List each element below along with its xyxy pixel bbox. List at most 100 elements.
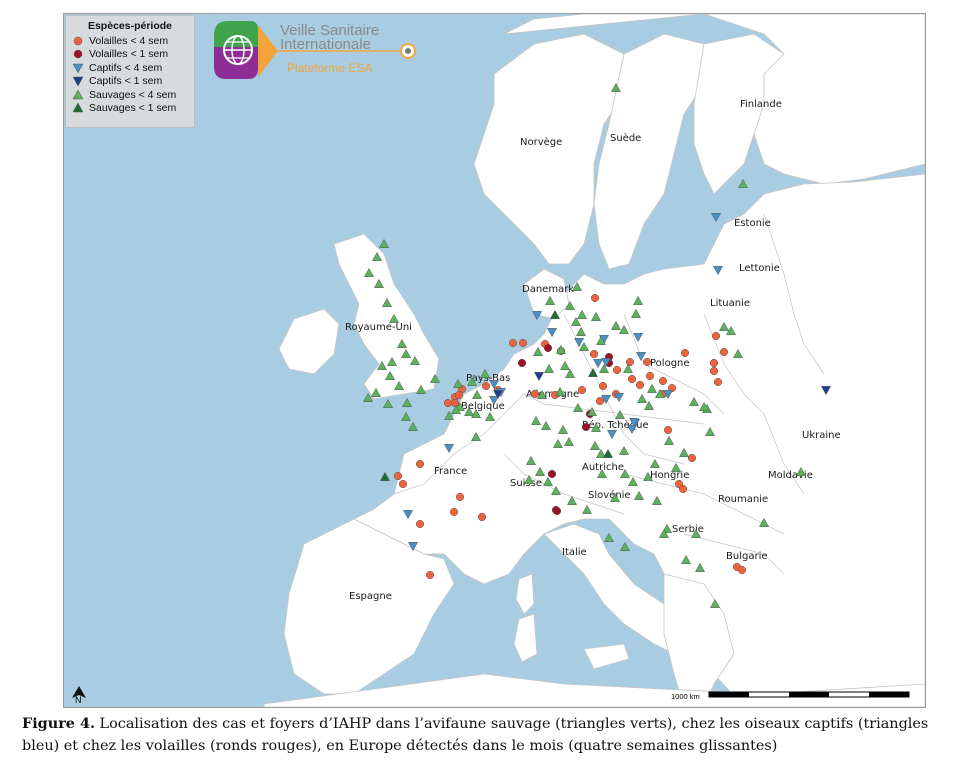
case-marker xyxy=(658,376,668,386)
country-label: Ukraine xyxy=(802,430,841,441)
case-marker xyxy=(518,338,528,348)
country-label: Slovénie xyxy=(588,489,631,501)
case-marker xyxy=(645,371,655,381)
legend-symbol xyxy=(72,77,84,87)
legend-label: Sauvages < 1 sem xyxy=(89,102,177,115)
case-marker xyxy=(632,295,644,305)
case-marker xyxy=(630,308,642,318)
case-marker xyxy=(555,344,567,354)
map-legend: Espèces-période Volailles < 4 sem Volaill… xyxy=(65,15,195,128)
case-marker xyxy=(602,448,614,458)
case-marker xyxy=(663,425,673,435)
case-marker xyxy=(577,385,587,395)
legend-title: Espèces-période xyxy=(87,20,173,32)
country-label: Norvège xyxy=(520,136,562,148)
case-marker xyxy=(670,462,682,472)
case-marker xyxy=(566,495,578,505)
country-label: Roumanie xyxy=(718,494,768,505)
case-marker xyxy=(595,335,607,345)
legend-item: Captifs < 4 sem xyxy=(66,61,194,75)
case-marker xyxy=(589,349,599,359)
case-marker xyxy=(479,368,491,378)
case-marker xyxy=(709,598,721,608)
case-marker xyxy=(549,309,561,319)
case-marker xyxy=(564,368,576,378)
case-marker xyxy=(663,435,675,445)
case-marker xyxy=(466,376,478,386)
case-marker xyxy=(571,281,583,291)
case-marker xyxy=(737,178,749,188)
scale-bar: 1000 km xyxy=(671,691,910,701)
legend-label: Volailles < 4 sem xyxy=(89,34,169,47)
case-marker xyxy=(596,468,608,478)
country-label: Finlande xyxy=(740,99,782,110)
legend-symbol xyxy=(73,50,83,59)
case-marker xyxy=(600,358,612,368)
case-marker xyxy=(613,393,625,403)
case-marker xyxy=(600,395,612,405)
case-marker xyxy=(612,365,622,375)
case-marker xyxy=(646,383,658,393)
case-marker xyxy=(401,397,413,407)
north-arrow: N xyxy=(72,686,86,705)
case-marker xyxy=(554,386,566,396)
case-marker xyxy=(415,384,427,394)
case-marker xyxy=(698,401,710,411)
case-marker xyxy=(592,359,604,369)
legend-rows: Volailles < 4 sem Volailles < 1 sem Captif… xyxy=(66,34,194,115)
case-marker xyxy=(622,363,634,373)
legend-item: Volailles < 1 sem xyxy=(66,48,194,62)
case-marker xyxy=(610,82,622,92)
case-marker xyxy=(614,409,626,419)
veille-sanitaire-logo: Veille Sanitaire Internationale Platefor… xyxy=(214,21,416,79)
case-marker xyxy=(400,348,412,358)
case-marker xyxy=(619,468,631,478)
case-marker xyxy=(581,504,593,514)
case-marker xyxy=(709,366,719,376)
country-label: Serbie xyxy=(672,524,704,535)
case-marker xyxy=(449,507,459,517)
case-marker xyxy=(576,309,588,319)
legend-symbol xyxy=(73,36,83,45)
case-marker xyxy=(536,389,548,399)
country-label: Royaume-Uni xyxy=(345,322,412,333)
case-marker xyxy=(402,510,414,520)
case-marker xyxy=(658,528,670,538)
country-label: Belgique xyxy=(461,401,505,412)
case-marker xyxy=(586,406,598,416)
case-marker xyxy=(546,328,558,338)
legend-item: Volailles < 4 sem xyxy=(66,34,194,48)
map-frame: Espèces-période Volailles < 4 sem Volaill… xyxy=(63,13,926,708)
case-marker xyxy=(452,378,464,388)
case-marker xyxy=(587,367,599,377)
case-marker xyxy=(737,565,747,575)
country-label: Lituanie xyxy=(710,298,750,309)
country-labels: Finlande Norvège Suède Estonie Lettonie Danem… xyxy=(345,99,841,602)
country-label: France xyxy=(434,466,467,477)
country-label: Hongrie xyxy=(650,470,689,481)
case-marker xyxy=(531,311,543,321)
case-marker xyxy=(603,532,615,542)
case-marker xyxy=(552,506,562,516)
case-marker xyxy=(654,388,666,398)
case-marker xyxy=(376,360,388,370)
case-markers xyxy=(362,82,832,608)
country-label: Pays-Bas xyxy=(466,373,510,384)
case-marker xyxy=(564,300,576,310)
case-marker xyxy=(690,528,702,538)
case-marker xyxy=(542,476,554,486)
country-label: Lettonie xyxy=(739,263,780,274)
legend-item: Sauvages < 1 sem xyxy=(66,102,194,116)
legend-item: Captifs < 1 sem xyxy=(66,75,194,89)
case-marker xyxy=(382,398,394,408)
case-marker xyxy=(429,373,441,383)
case-marker xyxy=(540,420,552,430)
legend-symbol xyxy=(72,63,84,74)
case-marker xyxy=(481,381,491,391)
case-marker xyxy=(618,324,630,334)
case-marker xyxy=(758,517,770,527)
legend-label: Volailles < 1 sem xyxy=(89,48,169,61)
case-marker xyxy=(678,484,688,494)
country-label: Autriche xyxy=(582,462,624,473)
case-marker xyxy=(463,406,475,416)
